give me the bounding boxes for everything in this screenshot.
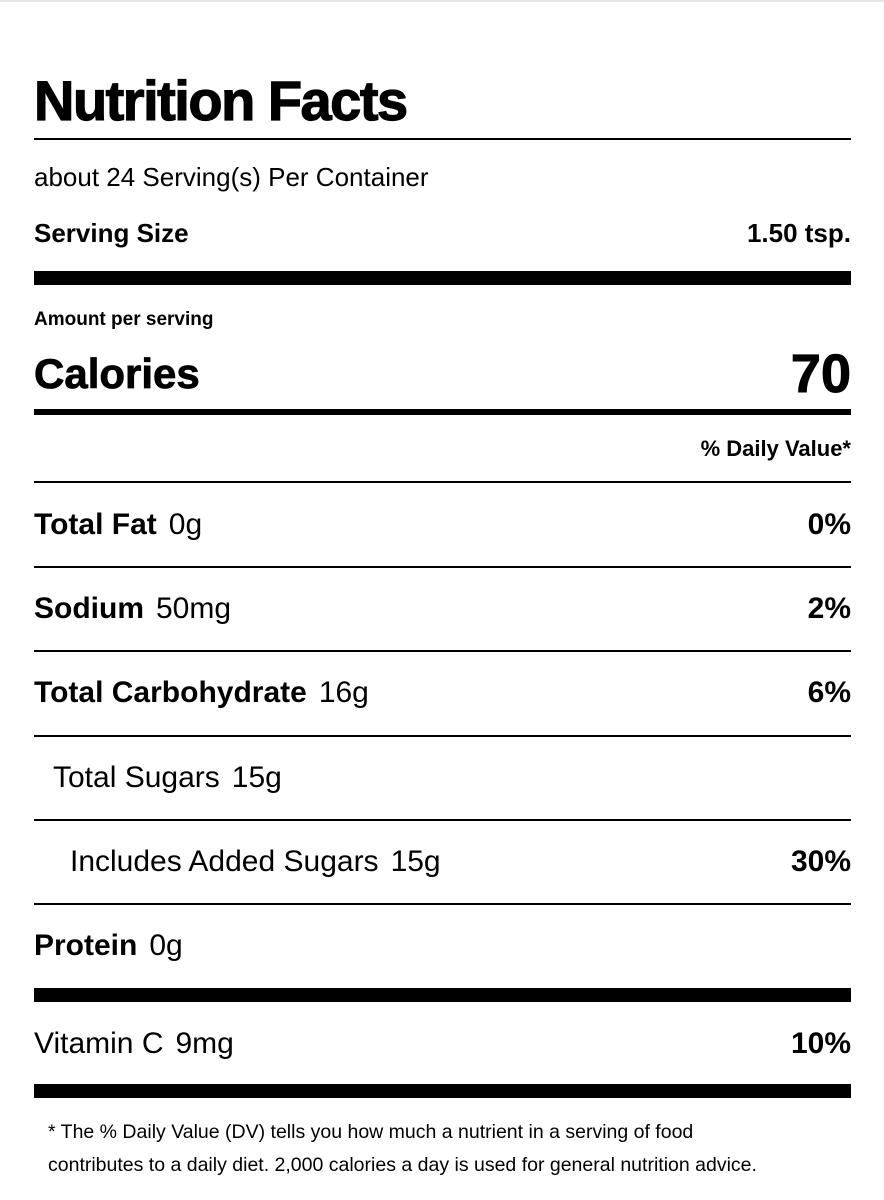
serving-size-label: Serving Size: [34, 218, 189, 248]
serving-size-value: 1.50 tsp.: [746, 218, 851, 248]
divider: [34, 650, 851, 652]
vitamin-dv: 10%: [790, 1027, 851, 1060]
servings-per-container: about 24 Serving(s) Per Container: [34, 162, 429, 192]
thick-divider: [34, 1084, 851, 1098]
medium-divider: [34, 409, 851, 415]
nutrient-amount: 50mg: [156, 592, 232, 625]
divider: [34, 903, 851, 905]
nutrient-amount: 15g: [390, 845, 441, 878]
nutrient-row-protein: Protein 0g: [34, 926, 851, 966]
calories-value: 70: [790, 344, 851, 405]
divider: [34, 735, 851, 737]
label-title: Nutrition Facts: [33, 68, 408, 132]
vitamin-row-vitamin-c: Vitamin C 9mg 10%: [34, 1024, 851, 1064]
top-border: [0, 0, 884, 2]
amount-per-serving: Amount per serving: [34, 309, 214, 330]
footnote-line-2: contributes to a daily diet. 2,000 calor…: [48, 1154, 757, 1176]
nutrient-amount: 16g: [318, 676, 369, 709]
calories-label: Calories: [34, 350, 201, 398]
divider: [34, 566, 851, 568]
nutrient-amount: 15g: [231, 761, 282, 794]
nutrient-name: Protein: [34, 929, 138, 962]
nutrient-amount: 0g: [149, 929, 183, 962]
divider: [34, 819, 851, 821]
thick-divider: [34, 988, 851, 1002]
nutrient-dv: 30%: [790, 845, 851, 878]
divider: [34, 481, 851, 483]
serving-size-row: Serving Size 1.50 tsp.: [34, 218, 851, 249]
nutrient-row-total-fat: Total Fat 0g 0%: [34, 505, 851, 545]
nutrient-dv: 6%: [807, 676, 851, 709]
nutrient-name: Includes Added Sugars: [70, 845, 379, 878]
nutrient-row-total-sugars: Total Sugars 15g: [53, 758, 851, 798]
nutrient-dv: 0%: [807, 508, 851, 541]
nutrient-row-total-carbohydrate: Total Carbohydrate 16g 6%: [34, 673, 851, 713]
footnote: * The % Daily Value (DV) tells you how m…: [48, 1116, 868, 1182]
nutrient-row-sodium: Sodium 50mg 2%: [34, 589, 851, 629]
daily-value-header: % Daily Value*: [700, 436, 851, 461]
nutrient-name: Total Sugars: [53, 761, 220, 794]
nutrient-name: Total Fat: [34, 508, 157, 541]
nutrient-amount: 0g: [168, 508, 203, 541]
footnote-line-1: * The % Daily Value (DV) tells you how m…: [48, 1121, 694, 1143]
nutrient-name: Sodium: [34, 592, 144, 625]
vitamin-amount: 9mg: [175, 1027, 234, 1060]
nutrient-name: Total Carbohydrate: [34, 676, 307, 709]
nutrient-dv: 2%: [807, 592, 851, 625]
calories-row: Calories 70: [34, 344, 852, 405]
nutrient-row-added-sugars: Includes Added Sugars 15g 30%: [70, 842, 851, 882]
thick-divider: [34, 271, 851, 285]
divider: [34, 138, 851, 140]
vitamin-name: Vitamin C: [34, 1027, 164, 1060]
